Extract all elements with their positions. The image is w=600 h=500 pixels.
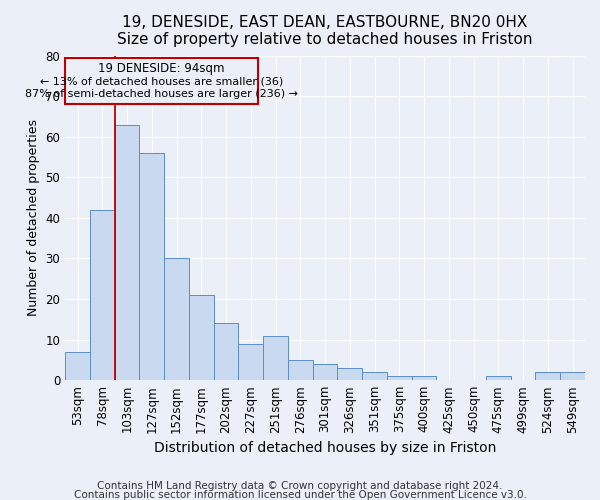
Bar — [535, 372, 560, 380]
Bar — [387, 376, 412, 380]
Text: 19 DENESIDE: 94sqm: 19 DENESIDE: 94sqm — [98, 62, 225, 76]
Bar — [139, 153, 164, 380]
Bar — [313, 364, 337, 380]
Bar — [238, 344, 263, 380]
Bar — [189, 295, 214, 380]
Bar — [560, 372, 585, 380]
Bar — [288, 360, 313, 380]
Text: Contains HM Land Registry data © Crown copyright and database right 2024.: Contains HM Land Registry data © Crown c… — [97, 481, 503, 491]
X-axis label: Distribution of detached houses by size in Friston: Distribution of detached houses by size … — [154, 441, 496, 455]
Bar — [362, 372, 387, 380]
Bar — [412, 376, 436, 380]
Text: 87% of semi-detached houses are larger (236) →: 87% of semi-detached houses are larger (… — [25, 89, 298, 99]
FancyBboxPatch shape — [65, 58, 258, 104]
Bar — [90, 210, 115, 380]
Bar — [115, 124, 139, 380]
Bar — [263, 336, 288, 380]
Text: Contains public sector information licensed under the Open Government Licence v3: Contains public sector information licen… — [74, 490, 526, 500]
Y-axis label: Number of detached properties: Number of detached properties — [27, 120, 40, 316]
Bar — [486, 376, 511, 380]
Bar — [214, 324, 238, 380]
Title: 19, DENESIDE, EAST DEAN, EASTBOURNE, BN20 0HX
Size of property relative to detac: 19, DENESIDE, EAST DEAN, EASTBOURNE, BN2… — [118, 15, 533, 48]
Bar — [164, 258, 189, 380]
Bar — [65, 352, 90, 380]
Text: ← 13% of detached houses are smaller (36): ← 13% of detached houses are smaller (36… — [40, 76, 283, 86]
Bar — [337, 368, 362, 380]
